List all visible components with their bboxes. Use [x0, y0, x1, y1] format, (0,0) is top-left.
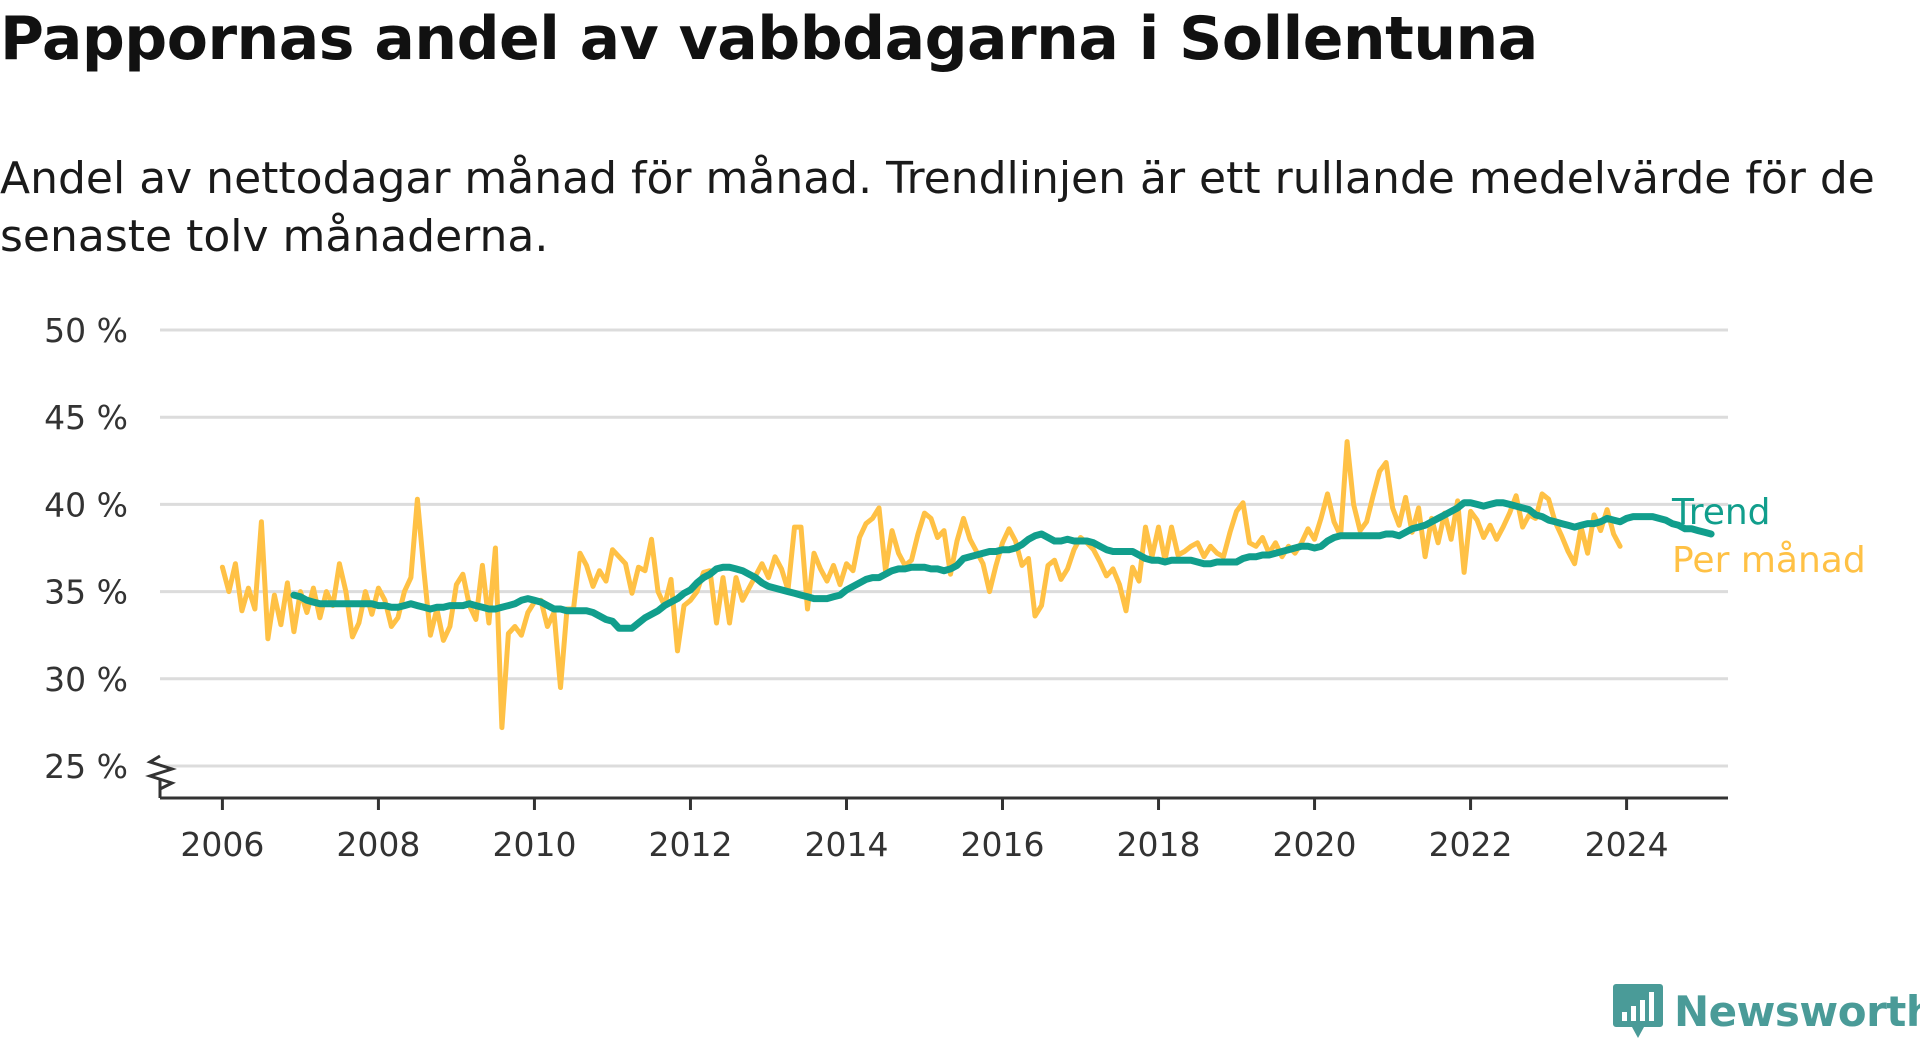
x-tick-label: 2018 [1117, 825, 1201, 864]
brand-name: Newsworthy [1674, 986, 1920, 1036]
y-tick-label: 30 % [44, 660, 128, 699]
gridlines [160, 328, 1728, 768]
data-series [219, 439, 1715, 731]
newsworthy-logo: Newsworthy [1612, 982, 1920, 1040]
series-label-trend: Trend [1671, 492, 1771, 533]
y-tick-label: 45 % [44, 398, 128, 437]
series-label-monthly: Per månad [1672, 540, 1866, 581]
series-line-trend [290, 499, 1715, 632]
series-line-monthly [219, 439, 1623, 731]
chart-title: Pappornas andel av vabbdagarna i Sollent… [0, 4, 1538, 74]
y-axis-tick-labels: 25 % 30 % 35 % 40 % 45 % 50 % [44, 311, 128, 786]
axes [145, 754, 1728, 800]
chart-subtitle: Andel av nettodagar månad för månad. Tre… [0, 153, 1875, 262]
x-tick-label: 2022 [1429, 825, 1513, 864]
x-tick-label: 2024 [1585, 825, 1669, 864]
x-tick-label: 2012 [648, 825, 732, 864]
y-axis-break-mark [145, 754, 177, 791]
x-tick-label: 2014 [804, 825, 888, 864]
series-labels: Trend Per månad [1671, 492, 1866, 581]
y-tick-label: 40 % [44, 485, 128, 524]
x-tick-label: 2016 [961, 825, 1045, 864]
y-tick-label: 50 % [44, 311, 128, 350]
x-tick-label: 2006 [180, 825, 264, 864]
x-tick-label: 2008 [336, 825, 420, 864]
y-tick-label: 35 % [44, 573, 128, 612]
line-chart: 25 % 30 % 35 % 40 % 45 % 50 % 2006 2008 2010 201… [44, 311, 1866, 864]
bar-chart-badge-icon [1613, 984, 1663, 1038]
x-tick-label: 2010 [492, 825, 576, 864]
y-tick-label: 25 % [44, 747, 128, 786]
x-tick-label: 2020 [1273, 825, 1357, 864]
x-axis-ticks: 2006 2008 2010 2012 2014 2016 2018 2020 2022 2024 [180, 798, 1669, 864]
